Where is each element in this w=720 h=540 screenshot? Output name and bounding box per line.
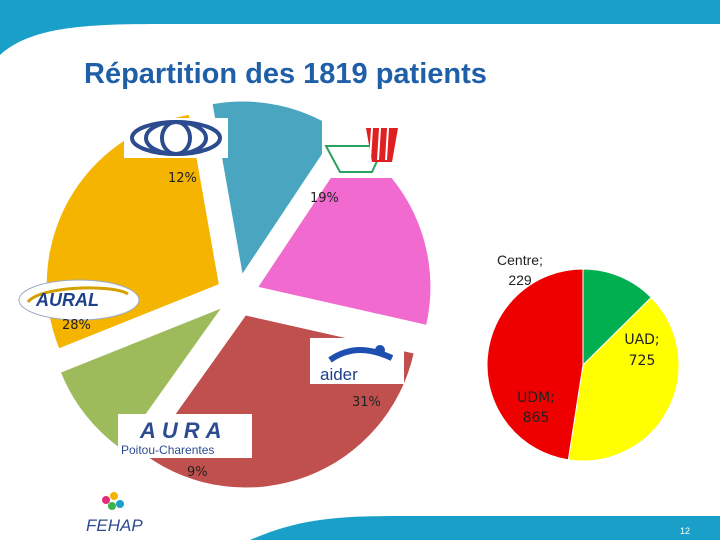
pie-label-uad-text: UAD; 725: [624, 332, 660, 369]
slice-centre: [582, 268, 652, 367]
slice-udm: [486, 268, 584, 461]
slice-label-12: 12%: [168, 171, 197, 186]
pie-label-uad: UAD; 725: [612, 330, 672, 372]
footer-band: [250, 516, 720, 540]
slice-9: [61, 308, 221, 449]
fehap-logo-text: FEHAP: [86, 516, 143, 535]
slice-19: [258, 143, 431, 325]
aura-logo: AURA Poitou-Charentes: [118, 414, 252, 458]
page-number: 12: [679, 526, 690, 536]
aider-logo-text: aider: [320, 365, 358, 384]
aural-logo: AURAL: [18, 279, 140, 321]
pie-label-udm-text: UDM; 865: [517, 390, 555, 426]
pie-label-centre-text: Centre; 229: [497, 252, 543, 288]
aura-logo-text: AURA: [139, 418, 228, 443]
fehap-logo: FEHAP: [86, 492, 143, 535]
pie-label-udm: UDM; 865: [508, 388, 564, 428]
header-band: [0, 0, 720, 60]
rings-logo: [124, 118, 228, 158]
slice-label-19: 19%: [310, 191, 339, 206]
flag-logo: [322, 120, 400, 178]
aural-logo-text: AURAL: [35, 290, 99, 310]
slice-label-28: 28%: [62, 318, 91, 333]
slice-uad: [567, 296, 680, 462]
patients-pie-chart: [486, 268, 680, 462]
slice-12: [212, 101, 338, 274]
slice-label-9: 9%: [187, 465, 208, 480]
aura-logo-subtext: Poitou-Charentes: [121, 443, 214, 457]
aider-logo: aider: [310, 338, 404, 384]
pie-label-centre: Centre; 229: [480, 250, 560, 290]
page-title: Répartition des 1819 patients: [84, 58, 487, 90]
slice-label-31: 31%: [352, 395, 381, 410]
